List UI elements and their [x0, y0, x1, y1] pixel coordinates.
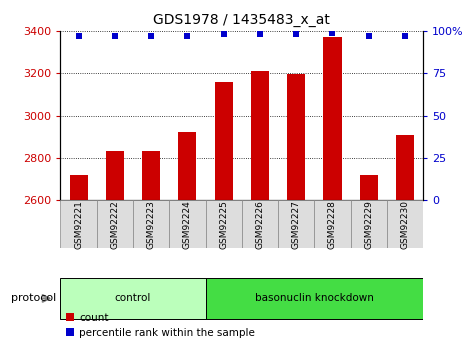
- Bar: [179, 132, 196, 200]
- Bar: [133, 200, 169, 248]
- Point: [365, 33, 372, 39]
- Bar: [206, 278, 423, 319]
- Bar: [169, 200, 206, 248]
- Text: GSM92229: GSM92229: [364, 200, 373, 249]
- Bar: [60, 200, 97, 248]
- Point: [220, 32, 227, 37]
- Bar: [396, 135, 414, 200]
- Text: GSM92221: GSM92221: [74, 200, 83, 249]
- Bar: [70, 175, 87, 200]
- Text: GSM92225: GSM92225: [219, 200, 228, 249]
- Bar: [106, 151, 124, 200]
- Point: [329, 30, 336, 36]
- Text: GSM92228: GSM92228: [328, 200, 337, 249]
- Text: control: control: [115, 294, 151, 303]
- Text: GSM92227: GSM92227: [292, 200, 301, 249]
- Bar: [251, 71, 269, 200]
- Text: protocol: protocol: [11, 294, 56, 303]
- Bar: [60, 278, 206, 319]
- Bar: [97, 200, 133, 248]
- Bar: [387, 200, 423, 248]
- Bar: [360, 175, 378, 200]
- Bar: [142, 151, 160, 200]
- Point: [75, 33, 82, 39]
- Text: GSM92223: GSM92223: [146, 200, 156, 249]
- Text: basonuclin knockdown: basonuclin knockdown: [255, 294, 374, 303]
- Text: GSM92230: GSM92230: [400, 200, 410, 249]
- Bar: [242, 200, 278, 248]
- Point: [256, 32, 264, 37]
- Bar: [314, 200, 351, 248]
- Text: GSM92226: GSM92226: [255, 200, 265, 249]
- Bar: [287, 75, 305, 200]
- Text: GSM92224: GSM92224: [183, 200, 192, 249]
- Point: [401, 33, 409, 39]
- Point: [292, 32, 300, 37]
- Bar: [351, 200, 387, 248]
- Point: [111, 33, 119, 39]
- Bar: [324, 37, 341, 200]
- Legend: count, percentile rank within the sample: count, percentile rank within the sample: [66, 313, 255, 338]
- Text: GSM92222: GSM92222: [110, 200, 120, 249]
- Title: GDS1978 / 1435483_x_at: GDS1978 / 1435483_x_at: [153, 13, 330, 27]
- Bar: [215, 82, 233, 200]
- Point: [147, 33, 155, 39]
- Bar: [206, 200, 242, 248]
- Point: [184, 33, 191, 39]
- Bar: [278, 200, 314, 248]
